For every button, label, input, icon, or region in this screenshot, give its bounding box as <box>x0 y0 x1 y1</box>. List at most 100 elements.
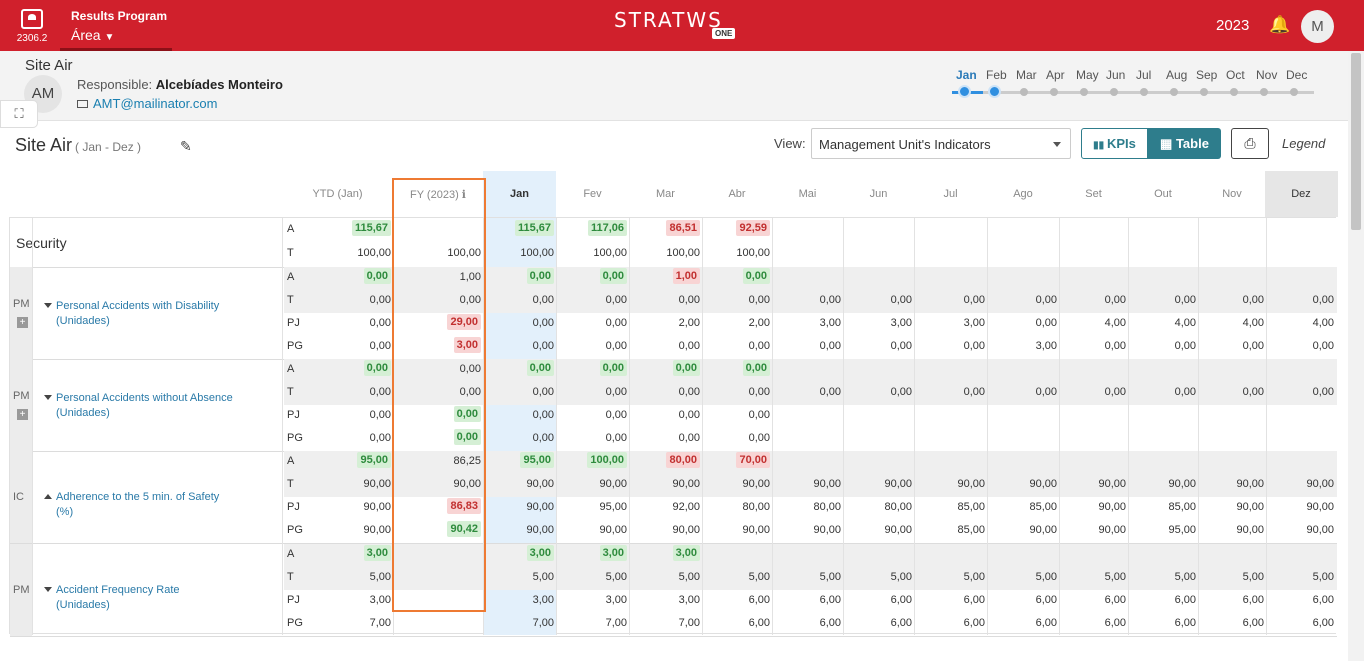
indicator-type-tag: PM <box>13 390 30 402</box>
month-dot-nov[interactable] <box>1260 88 1268 96</box>
bell-icon[interactable]: 🔔 <box>1269 15 1291 34</box>
table-cell: 6,00 <box>963 617 985 629</box>
column-header: Jun <box>869 188 888 200</box>
month-dot-sep[interactable] <box>1200 88 1208 96</box>
scrollbar[interactable] <box>1348 51 1364 661</box>
month-dot-jan[interactable] <box>958 85 971 98</box>
table-cell: 100,00 <box>447 247 481 259</box>
month-dec[interactable]: Dec <box>1286 68 1308 82</box>
month-aug[interactable]: Aug <box>1166 68 1188 82</box>
email-link[interactable]: AMT@mailinator.com <box>77 96 217 111</box>
table-cell: 6,00 <box>890 594 912 606</box>
user-avatar[interactable]: M <box>1301 10 1334 43</box>
column-header: Jan <box>510 188 529 200</box>
table-cell: 0,00 <box>459 363 481 375</box>
month-dot-aug[interactable] <box>1170 88 1178 96</box>
table-cell: 0,00 <box>748 409 770 421</box>
table-cell: 0,00 <box>526 360 554 376</box>
app-home-icon[interactable]: 2306.2 <box>14 7 50 47</box>
row-type-label: PJ <box>287 409 300 421</box>
table-cell: 0,00 <box>1174 294 1196 306</box>
expand-icon[interactable]: + <box>17 317 28 328</box>
table-row <box>284 474 1337 497</box>
table-cell: 6,00 <box>819 594 841 606</box>
month-dot-jul[interactable] <box>1140 88 1148 96</box>
table-cell: 0,00 <box>1104 386 1126 398</box>
month-mar[interactable]: Mar <box>1016 68 1037 82</box>
month-dot-dec[interactable] <box>1290 88 1298 96</box>
indicator-name-link[interactable]: Accident Frequency Rate (Unidades) <box>44 583 236 613</box>
month-dot-apr[interactable] <box>1050 88 1058 96</box>
month-dot-mar[interactable] <box>1020 88 1028 96</box>
month-oct[interactable]: Oct <box>1226 68 1245 82</box>
month-dot-feb[interactable] <box>988 85 1001 98</box>
table-cell: 2,00 <box>748 317 770 329</box>
month-apr[interactable]: Apr <box>1046 68 1065 82</box>
month-jun[interactable]: Jun <box>1106 68 1126 82</box>
table-cell: 100,00 <box>357 247 391 259</box>
month-feb[interactable]: Feb <box>986 68 1007 82</box>
indicator-name-link[interactable]: Personal Accidents without Absence (Unid… <box>44 391 236 421</box>
table-cell: 0,00 <box>363 268 391 284</box>
table-cell: 7,00 <box>678 617 700 629</box>
table-cell: 6,00 <box>1242 594 1264 606</box>
chevron-down-icon <box>1053 142 1061 147</box>
table-cell: 4,00 <box>1174 317 1196 329</box>
year-selector[interactable]: 2023 <box>1216 17 1250 34</box>
table-cell: 0,00 <box>819 386 841 398</box>
table-cell: 0,00 <box>890 340 912 352</box>
table-cell: 90,00 <box>1098 501 1126 513</box>
kpis-button[interactable]: ▮▮ KPIs <box>1081 128 1148 159</box>
table-cell: 90,00 <box>672 478 700 490</box>
print-button[interactable]: ⎙ <box>1231 128 1269 159</box>
column-header: Set <box>1085 188 1102 200</box>
table-cell: 0,00 <box>605 432 627 444</box>
month-dot-may[interactable] <box>1080 88 1088 96</box>
edit-icon[interactable]: ✎ <box>180 138 192 154</box>
table-button[interactable]: ▦ Table <box>1148 128 1221 159</box>
indicator-name-link[interactable]: Personal Accidents with Disability (Unid… <box>44 299 236 329</box>
month-may[interactable]: May <box>1076 68 1099 82</box>
table-cell: 5,00 <box>605 571 627 583</box>
table-cell: 100,00 <box>587 452 627 468</box>
month-jul[interactable]: Jul <box>1136 68 1152 82</box>
month-dot-oct[interactable] <box>1230 88 1238 96</box>
month-jan[interactable]: Jan <box>956 68 977 82</box>
table-cell: 3,00 <box>605 594 627 606</box>
trend-icon <box>44 494 52 499</box>
table-cell: 0,00 <box>819 340 841 352</box>
table-cell: 90,00 <box>1029 524 1057 536</box>
table-cell: 85,00 <box>1168 501 1196 513</box>
table-cell: 0,00 <box>459 386 481 398</box>
program-selector[interactable]: Results Program Área ▼ <box>60 0 172 51</box>
indicator-name-link[interactable]: Adherence to the 5 min. of Safety (%) <box>44 490 236 520</box>
table-cell: 100,00 <box>520 247 554 259</box>
dez-column-highlight <box>1265 171 1338 217</box>
hierarchy-icon[interactable]: ⛶ <box>0 100 38 128</box>
month-dot-jun[interactable] <box>1110 88 1118 96</box>
table-cell: 90,00 <box>1098 524 1126 536</box>
table-cell: 3,00 <box>363 545 391 561</box>
view-select[interactable]: Management Unit's Indicators <box>811 128 1071 159</box>
table-cell: 4,00 <box>1312 317 1334 329</box>
table-cell: 3,00 <box>453 337 481 353</box>
table-cell: 0,00 <box>459 294 481 306</box>
expand-icon[interactable]: + <box>17 409 28 420</box>
table-cell: 90,00 <box>1236 524 1264 536</box>
table-cell: 90,00 <box>1098 478 1126 490</box>
table-cell: 5,00 <box>532 571 554 583</box>
table-cell: 0,00 <box>599 268 627 284</box>
table-cell: 100,00 <box>736 247 770 259</box>
month-sep[interactable]: Sep <box>1196 68 1218 82</box>
table-cell: 90,00 <box>1306 524 1334 536</box>
column-header: Jul <box>943 188 958 200</box>
month-nov[interactable]: Nov <box>1256 68 1278 82</box>
table-cell: 0,00 <box>605 340 627 352</box>
legend-link[interactable]: Legend <box>1282 136 1326 151</box>
table-cell: 90,00 <box>1168 478 1196 490</box>
table-cell: 0,00 <box>369 317 391 329</box>
table-cell: 85,00 <box>957 501 985 513</box>
table-cell: 0,00 <box>369 386 391 398</box>
table-cell: 3,00 <box>369 594 391 606</box>
table-cell: 86,25 <box>453 455 481 467</box>
